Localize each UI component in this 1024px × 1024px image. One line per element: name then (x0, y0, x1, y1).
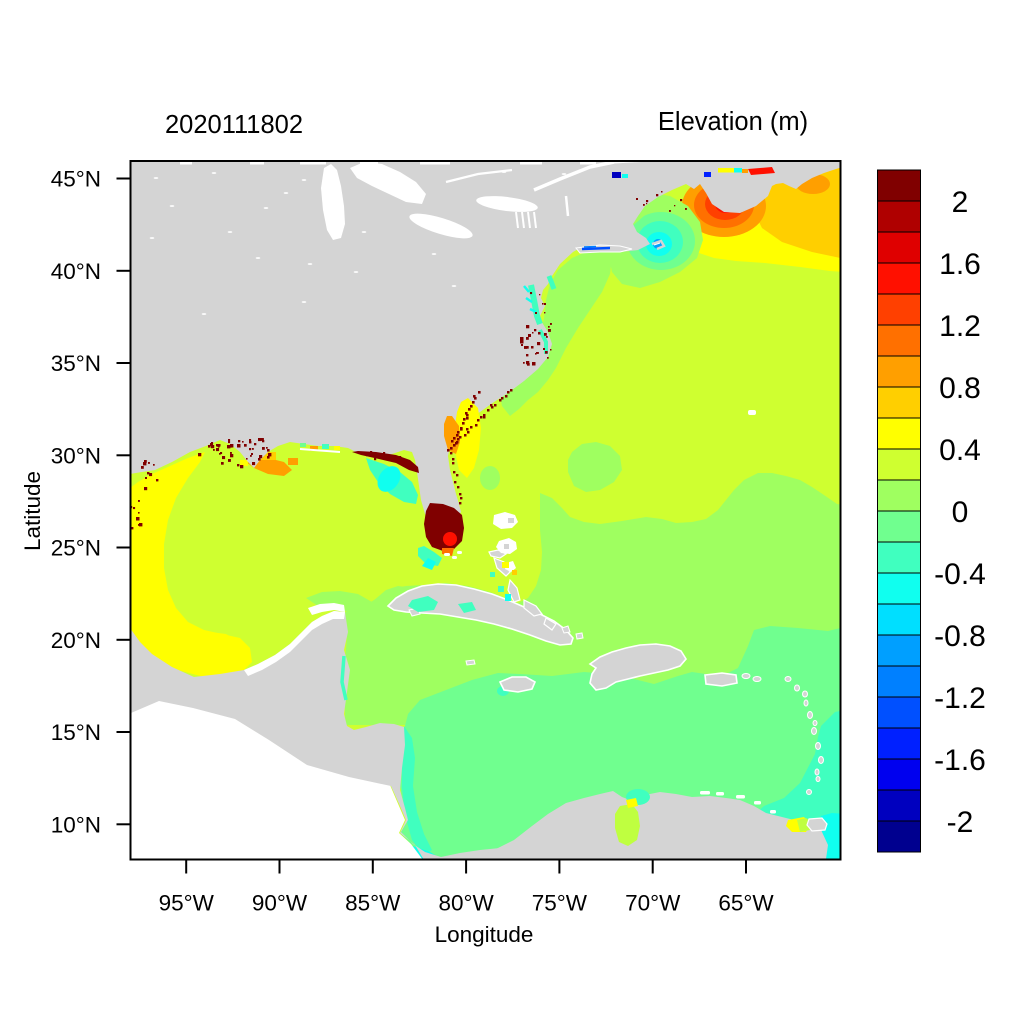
svg-text:-0.8: -0.8 (934, 620, 986, 653)
svg-text:30°N: 30°N (51, 443, 101, 468)
svg-text:95°W: 95°W (159, 891, 215, 916)
svg-text:-2: -2 (947, 806, 974, 839)
svg-text:75°W: 75°W (532, 891, 588, 916)
svg-text:70°W: 70°W (625, 891, 681, 916)
svg-text:10°N: 10°N (51, 812, 101, 837)
svg-text:-0.4: -0.4 (934, 558, 986, 591)
svg-text:45°N: 45°N (51, 167, 101, 192)
svg-text:85°W: 85°W (345, 891, 401, 916)
svg-text:40°N: 40°N (51, 259, 101, 284)
svg-text:35°N: 35°N (51, 351, 101, 376)
svg-text:Elevation (m): Elevation (m) (658, 108, 808, 136)
svg-text:80°W: 80°W (438, 891, 494, 916)
svg-text:0.8: 0.8 (939, 372, 981, 405)
svg-text:Latitude: Latitude (20, 471, 45, 551)
svg-text:25°N: 25°N (51, 536, 101, 561)
svg-text:-1.6: -1.6 (934, 744, 986, 777)
svg-text:2: 2 (952, 186, 969, 219)
svg-text:Longitude: Longitude (435, 922, 534, 947)
svg-text:20°N: 20°N (51, 628, 101, 653)
svg-text:1.2: 1.2 (939, 310, 981, 343)
svg-text:90°W: 90°W (252, 891, 308, 916)
svg-text:1.6: 1.6 (939, 248, 981, 281)
svg-text:0.4: 0.4 (939, 434, 981, 467)
svg-text:-1.2: -1.2 (934, 682, 986, 715)
svg-text:65°W: 65°W (718, 891, 774, 916)
svg-text:15°N: 15°N (51, 720, 101, 745)
svg-text:0: 0 (952, 496, 969, 529)
svg-text:2020111802: 2020111802 (165, 111, 303, 139)
